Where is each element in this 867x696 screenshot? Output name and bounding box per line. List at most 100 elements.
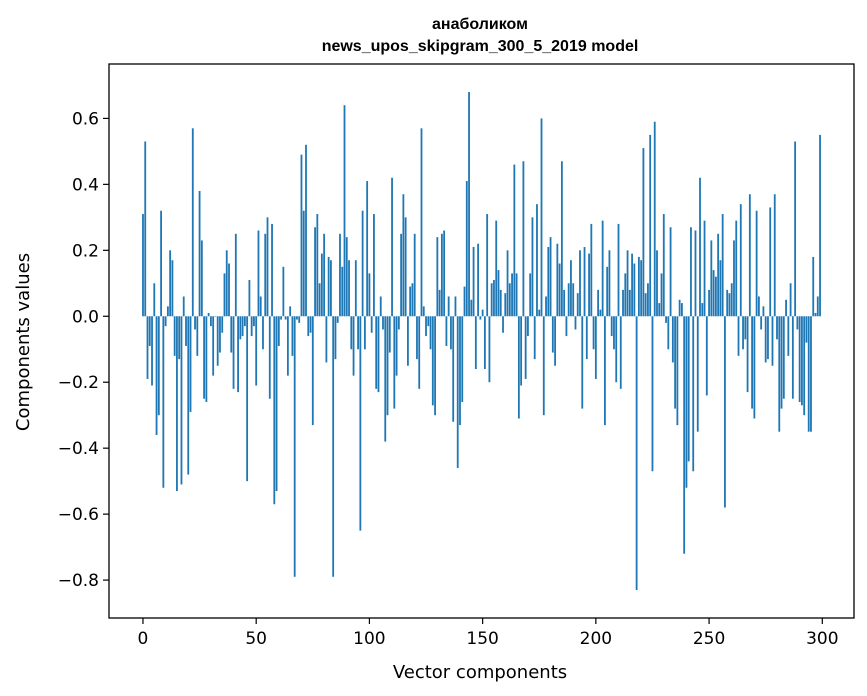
bar	[642, 148, 645, 317]
bar	[782, 316, 785, 399]
bar	[685, 316, 688, 488]
bar	[717, 233, 720, 317]
bar	[194, 316, 196, 330]
bar	[262, 316, 264, 350]
bar	[613, 316, 615, 350]
bar	[205, 316, 208, 403]
bar	[633, 263, 636, 317]
bar	[726, 289, 729, 317]
bar	[563, 289, 566, 317]
bar	[366, 181, 369, 317]
bar	[334, 316, 337, 360]
bar	[393, 316, 396, 409]
bar	[660, 273, 663, 317]
bar	[681, 303, 683, 317]
bar	[391, 177, 393, 317]
bar	[585, 316, 588, 360]
bar	[671, 316, 674, 363]
bar	[570, 260, 572, 317]
bar	[420, 128, 423, 317]
bar	[463, 286, 466, 317]
bar	[169, 250, 172, 317]
bar	[635, 316, 638, 590]
bar	[483, 316, 486, 370]
y-axis-label: Components values	[13, 253, 34, 431]
bar	[474, 316, 477, 370]
bar	[386, 316, 389, 416]
bar	[791, 316, 794, 399]
bar	[547, 247, 550, 317]
bar	[348, 260, 350, 317]
bar	[379, 296, 382, 317]
bar	[606, 266, 609, 317]
bar	[246, 316, 249, 482]
bar	[198, 190, 201, 317]
chart-title: анаболиком	[432, 16, 528, 33]
bar	[196, 316, 199, 356]
bar	[527, 316, 529, 337]
bar	[302, 210, 305, 317]
bar	[694, 230, 697, 317]
bar	[257, 230, 260, 317]
y-tick-label: −0.4	[58, 439, 99, 459]
bar	[597, 289, 600, 317]
bar	[461, 316, 464, 403]
bar	[357, 316, 359, 350]
bar	[515, 273, 518, 317]
bar	[810, 316, 812, 432]
y-tick-label: −0.6	[58, 505, 99, 525]
bar	[594, 316, 597, 379]
bar	[805, 316, 808, 343]
bar	[384, 316, 387, 442]
bar	[422, 306, 425, 317]
bar	[794, 141, 797, 317]
bar	[151, 316, 153, 386]
bar	[554, 316, 556, 366]
bar	[277, 316, 280, 346]
bar	[153, 283, 156, 317]
bar	[212, 316, 215, 376]
bar	[307, 316, 310, 337]
bar	[803, 316, 806, 416]
bar	[178, 316, 181, 360]
bar	[345, 237, 348, 317]
bar	[253, 316, 255, 327]
bar	[434, 316, 436, 416]
bar	[232, 316, 235, 389]
bar	[531, 217, 534, 317]
bar	[225, 250, 228, 317]
bar	[318, 283, 321, 317]
bar	[773, 194, 776, 317]
bar	[767, 316, 769, 360]
bar	[445, 316, 448, 346]
bar	[624, 273, 627, 317]
bar	[599, 309, 602, 317]
bar	[350, 316, 353, 350]
bar	[465, 181, 468, 317]
bar	[341, 266, 344, 317]
bar	[556, 243, 559, 317]
bar	[522, 161, 525, 317]
bar	[438, 289, 441, 317]
bar	[264, 233, 267, 317]
bar	[524, 316, 527, 379]
bar	[757, 296, 760, 317]
bar	[162, 316, 165, 488]
bar	[517, 316, 520, 419]
bar	[748, 194, 751, 317]
bar	[739, 204, 742, 317]
bar	[191, 128, 194, 317]
x-tick-label: 100	[353, 629, 385, 649]
bar	[545, 296, 547, 317]
bar	[733, 240, 735, 317]
bar	[300, 154, 303, 317]
bar	[431, 316, 434, 406]
bar	[502, 316, 504, 333]
bar	[293, 316, 296, 577]
bar	[375, 316, 378, 389]
bar	[499, 289, 502, 317]
bar	[776, 316, 778, 340]
x-tick-label: 300	[806, 629, 838, 649]
bar	[533, 316, 536, 360]
